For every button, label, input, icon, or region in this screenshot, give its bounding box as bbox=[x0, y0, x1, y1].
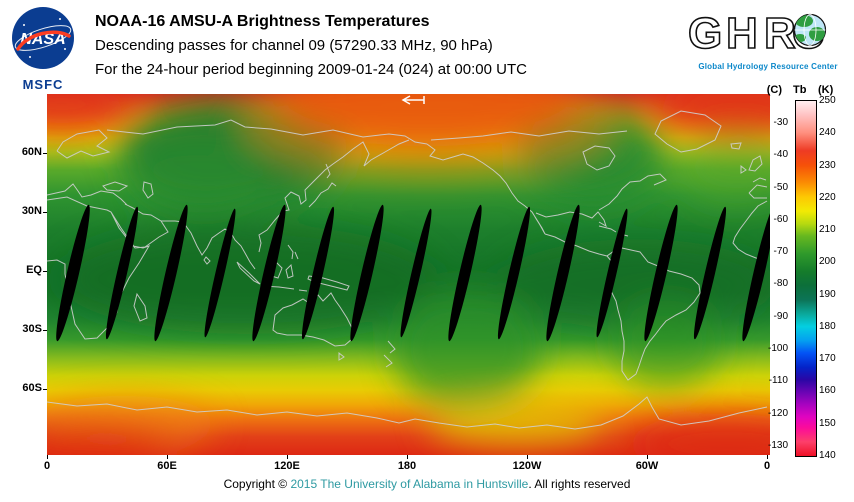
k-tick: 170 bbox=[819, 353, 836, 364]
axis-tick bbox=[287, 455, 288, 459]
lat-label-30s: 30S bbox=[22, 323, 42, 335]
lat-label-30n: 30N bbox=[21, 205, 42, 217]
subtitle-period: For the 24-hour period beginning 2009-01… bbox=[95, 61, 527, 78]
ghrc-letter-h: H bbox=[726, 9, 758, 56]
lon-label-180: 180 bbox=[397, 460, 417, 472]
axis-tick bbox=[43, 212, 47, 213]
subtitle-channel: Descending passes for channel 09 (57290.… bbox=[95, 37, 493, 54]
page-title: NOAA-16 AMSU-A Brightness Temperatures bbox=[95, 13, 430, 30]
c-tick: -60 bbox=[773, 214, 788, 225]
ghrc-letter-r: R bbox=[764, 9, 796, 56]
axis-tick bbox=[43, 153, 47, 154]
c-tick: -80 bbox=[773, 278, 788, 289]
coastlines bbox=[46, 110, 768, 430]
axis-tick bbox=[647, 455, 648, 459]
c-tick: -30 bbox=[773, 117, 788, 128]
k-tick: 210 bbox=[819, 224, 836, 235]
k-tick: 240 bbox=[819, 127, 836, 138]
lon-label-0b: 0 bbox=[763, 460, 771, 472]
lon-label-0a: 0 bbox=[43, 460, 51, 472]
axis-tick bbox=[43, 389, 47, 390]
globe-icon bbox=[793, 13, 826, 47]
title-block: NOAA-16 AMSU-A Brightness Temperatures D… bbox=[95, 10, 527, 82]
ghrc-logo: G H R C Global Hydrology Resource Center bbox=[683, 6, 853, 71]
ghrc-wordmark-icon: G H R C bbox=[687, 8, 826, 59]
lon-label-120w: 120W bbox=[512, 460, 542, 472]
k-tick: 180 bbox=[819, 321, 836, 332]
k-tick: 220 bbox=[819, 192, 836, 203]
axis-tick bbox=[767, 455, 768, 459]
k-tick: 230 bbox=[819, 160, 836, 171]
nasa-logo: NASA MSFC bbox=[10, 5, 76, 92]
c-tick: -120 bbox=[767, 408, 788, 419]
axis-tick bbox=[43, 330, 47, 331]
lat-label-60s: 60S bbox=[22, 382, 42, 394]
c-tick: -40 bbox=[773, 149, 788, 160]
axis-tick bbox=[43, 271, 47, 272]
copyright-link[interactable]: 2015 The University of Alabama in Huntsv… bbox=[290, 477, 529, 491]
c-tick: -90 bbox=[773, 311, 788, 322]
msfc-label: MSFC bbox=[22, 77, 64, 92]
lon-label-120e: 120E bbox=[274, 460, 300, 472]
colorbar-celsius-unit: (C) bbox=[766, 84, 782, 96]
axis-tick bbox=[47, 455, 48, 459]
map-area bbox=[0, 62, 832, 477]
k-tick: 250 bbox=[819, 95, 836, 106]
lon-label-60e: 60E bbox=[157, 460, 177, 472]
ghrc-tagline: Global Hydrology Resource Center bbox=[698, 62, 838, 71]
lon-label-60w: 60W bbox=[635, 460, 659, 472]
c-tick: -110 bbox=[768, 375, 788, 386]
copyright-line: Copyright © 2015 The University of Alaba… bbox=[0, 477, 854, 491]
colorbar-kelvin-unit: (K) bbox=[818, 84, 834, 96]
c-tick: -70 bbox=[773, 246, 788, 257]
lat-label-eq: EQ bbox=[26, 264, 42, 276]
ghrc-letter-g: G bbox=[688, 9, 722, 56]
axis-tick bbox=[527, 455, 528, 459]
copyright-prefix: Copyright © bbox=[223, 477, 291, 491]
k-tick: 150 bbox=[819, 418, 836, 429]
start-marker-arrow-icon bbox=[401, 95, 425, 105]
copyright-suffix: . All rights reserved bbox=[528, 477, 631, 491]
colorbar-tb-label: Tb bbox=[793, 84, 807, 96]
k-tick: 190 bbox=[819, 289, 836, 300]
c-tick: -130 bbox=[767, 440, 788, 451]
brightness-temperature-map bbox=[0, 62, 832, 477]
lat-label-60n: 60N bbox=[21, 146, 42, 158]
nasa-meatball-icon: NASA bbox=[12, 7, 74, 69]
k-tick: 160 bbox=[819, 385, 836, 396]
c-tick: -100 bbox=[767, 343, 788, 354]
axis-tick bbox=[167, 455, 168, 459]
k-tick: 200 bbox=[819, 256, 836, 267]
c-tick: -50 bbox=[773, 182, 788, 193]
colorbar bbox=[795, 100, 817, 457]
axis-tick bbox=[407, 455, 408, 459]
k-tick: 140 bbox=[819, 450, 836, 461]
swath-gap-streaks bbox=[56, 204, 776, 342]
